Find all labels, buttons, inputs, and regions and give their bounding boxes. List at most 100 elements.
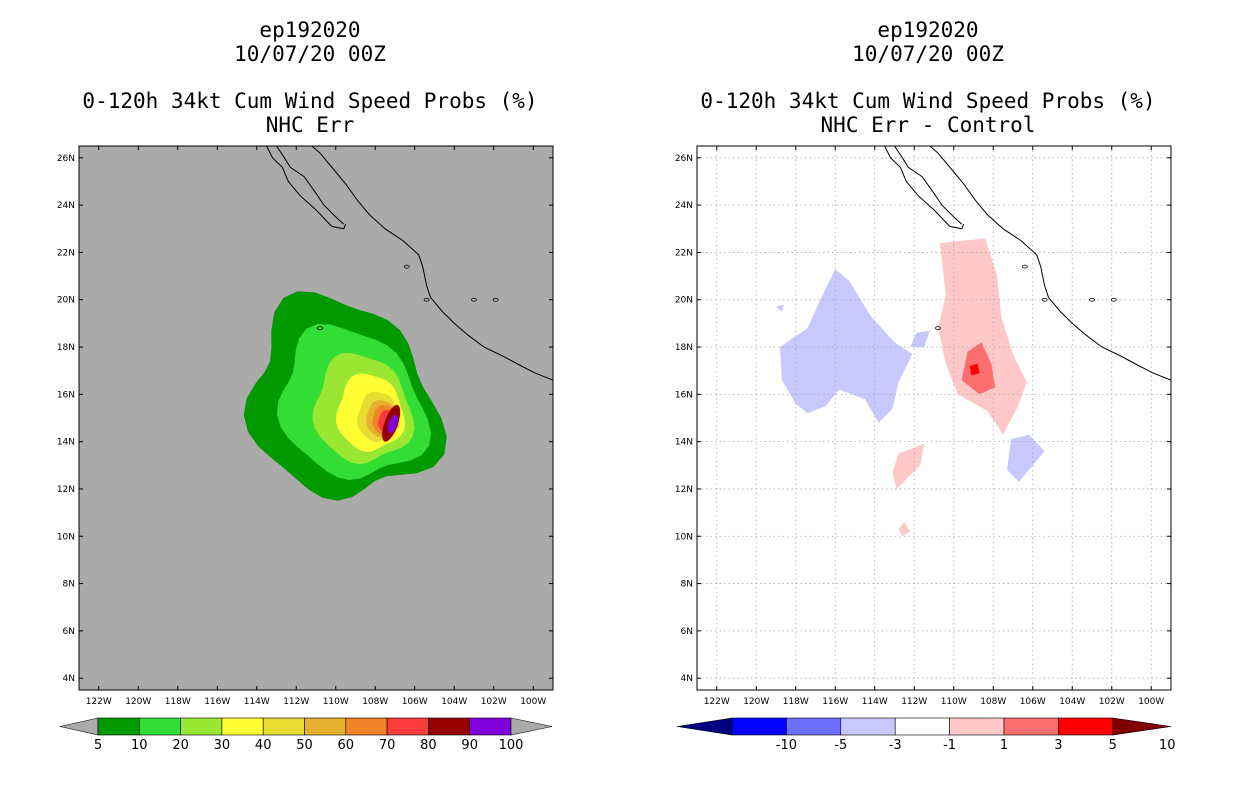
lat-tick-label: 18N <box>57 343 75 353</box>
panel-right: 122W 120W 118W 116W 114W 112W 110W 108W 106W 104W… <box>675 145 1172 707</box>
lon-tick-label: 116W <box>204 697 230 707</box>
lat-tick-label: 20N <box>675 296 693 306</box>
anomaly-pos-3-5 <box>961 342 996 395</box>
left-colorbar: 5 10 20 30 40 50 60 70 80 90 100 <box>59 717 553 753</box>
colorbar-box <box>786 717 842 736</box>
lon-tick-label: 110W <box>323 697 349 707</box>
anomaly-neg-1 <box>780 269 913 423</box>
island-3 <box>1089 297 1095 302</box>
colorbar-box <box>731 717 787 736</box>
lon-tick-label: 100W <box>520 697 546 707</box>
lat-tick-label: 12N <box>57 485 75 495</box>
lon-tick-label: 106W <box>1020 697 1046 707</box>
lat-tick-label: 26N <box>675 154 693 164</box>
island-1 <box>423 297 430 302</box>
colorbar-box <box>304 717 347 736</box>
anomaly-neg-2 <box>1007 434 1045 482</box>
left-chart-subtitle: NHC Err <box>265 113 355 137</box>
colorbar-label: 30 <box>214 738 231 753</box>
lat-tick-label: 6N <box>681 627 693 637</box>
island-2 <box>935 326 941 331</box>
coastline-2 <box>266 146 347 230</box>
lat-tick-label: 22N <box>57 248 75 258</box>
lon-tick-label: 116W <box>822 697 848 707</box>
lat-tick-label: 8N <box>681 580 693 590</box>
lon-tick-label: 122W <box>86 697 112 707</box>
lat-tick-label: 4N <box>681 674 693 684</box>
colorbar-box <box>428 717 470 736</box>
lon-tick-label: 114W <box>862 697 888 707</box>
lat-tick-label: 24N <box>675 201 693 211</box>
island-4 <box>492 297 499 302</box>
lat-tick-label: 12N <box>675 485 693 495</box>
lon-tick-label: 120W <box>125 697 151 707</box>
colorbar-box <box>345 717 388 736</box>
right-colorbar: -10 -5 -3 -1 1 3 5 10 <box>676 717 1175 753</box>
colorbar-label: 3 <box>1054 738 1062 753</box>
colorbar-box <box>1003 717 1059 736</box>
lon-tick-label: 120W <box>743 697 769 707</box>
lon-tick-label: 114W <box>244 697 270 707</box>
lon-tick-label: 106W <box>402 697 428 707</box>
colorbar-label: 5 <box>94 738 102 753</box>
lat-tick-label: 10N <box>675 532 693 542</box>
colorbar-box <box>894 717 950 736</box>
lon-tick-label: 112W <box>283 697 309 707</box>
anomaly-neg-4 <box>910 330 930 347</box>
contour-90 <box>387 414 398 434</box>
panel-left: 122W 120W 118W 116W 114W 112W 110W 108W 106W 104W… <box>57 145 554 707</box>
colorbar-label: 5 <box>1109 738 1117 753</box>
coastline-1 <box>894 146 963 225</box>
colorbar-box <box>1058 717 1114 736</box>
colorbar-label: 1 <box>1000 738 1008 753</box>
left-storm-id: ep192020 <box>259 18 361 42</box>
colorbar-label: 60 <box>338 738 355 753</box>
lat-tick-label: 20N <box>57 296 75 306</box>
colorbar-label: -3 <box>889 738 902 753</box>
right-storm-id: ep192020 <box>877 18 979 42</box>
colorbar-label: 10 <box>131 738 148 753</box>
colorbar-label: 40 <box>255 738 272 753</box>
left-date: 10/07/20 00Z <box>234 42 386 66</box>
plot-area <box>697 146 1171 690</box>
coastline-0 <box>929 146 1171 381</box>
right-title-block: ep192020 10/07/20 00Z 0-120h 34kt Cum Wi… <box>678 18 1178 137</box>
lat-tick-label: 14N <box>675 438 693 448</box>
lat-tick-label: 6N <box>63 627 75 637</box>
anomaly-pos-5-10 <box>969 363 980 376</box>
plot-frame <box>696 145 1172 691</box>
colorbar-label: 70 <box>379 738 396 753</box>
colorbar-box <box>840 717 896 736</box>
colorbar-label: 100 <box>499 738 524 753</box>
lon-tick-label: 118W <box>783 697 809 707</box>
island-2 <box>317 326 323 331</box>
plot-area <box>243 146 553 501</box>
island-0 <box>403 264 410 269</box>
colorbar-end-left <box>59 717 99 736</box>
left-title-block: ep192020 10/07/20 00Z 0-120h 34kt Cum Wi… <box>60 18 560 137</box>
lon-tick-label: 104W <box>1059 697 1085 707</box>
lat-tick-label: 22N <box>675 248 693 258</box>
lat-tick-label: 8N <box>63 580 75 590</box>
colorbar-box <box>262 717 305 736</box>
island-1 <box>1041 297 1048 302</box>
plot-background <box>697 146 1171 690</box>
lon-tick-label: 102W <box>481 697 507 707</box>
plot-frame <box>78 145 554 691</box>
colorbar-end-left <box>676 717 733 736</box>
colorbar-label: -10 <box>776 738 797 753</box>
lon-tick-label: 110W <box>941 697 967 707</box>
island-0 <box>1021 264 1028 269</box>
colorbar-label: -1 <box>943 738 956 753</box>
left-chart-title: 0-120h 34kt Cum Wind Speed Probs (%) <box>82 89 538 113</box>
colorbar-label: 20 <box>172 738 189 753</box>
lon-tick-label: 104W <box>441 697 467 707</box>
island-4 <box>1110 297 1117 302</box>
colorbar-box <box>221 717 264 736</box>
right-chart-subtitle: NHC Err - Control <box>820 113 1036 137</box>
anomaly-pos-small-2 <box>898 522 911 537</box>
lat-tick-label: 10N <box>57 532 75 542</box>
lat-tick-label: 16N <box>675 390 693 400</box>
lon-tick-label: 112W <box>901 697 927 707</box>
